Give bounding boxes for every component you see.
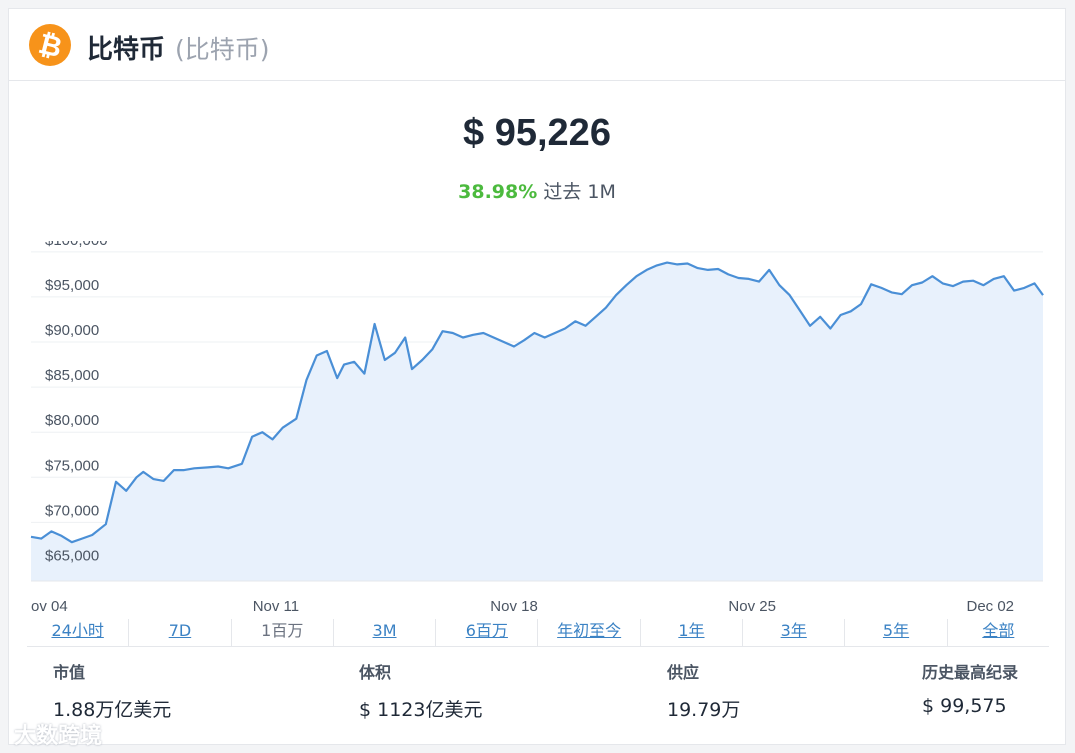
x-tick-label: Dec 02 <box>967 598 1015 615</box>
price-line <box>30 261 1044 544</box>
watermark: 大数跨境 <box>14 724 103 749</box>
stat-value: 1.88万亿美元 <box>53 699 172 721</box>
range-option[interactable]: 3年 <box>743 619 846 646</box>
stat-value: $ 99,575 <box>922 695 1007 717</box>
y-tick-label: $80,000 <box>45 412 99 429</box>
range-option[interactable]: 7D <box>129 619 232 646</box>
y-tick-label: $75,000 <box>45 457 99 474</box>
y-tick-label: $100,000 <box>45 241 108 249</box>
time-range-selector: 24小时 7D 1百万 3M 6百万 年初至今 1年 3年 5年 全部 <box>27 619 1049 647</box>
range-option[interactable]: 1年 <box>641 619 744 646</box>
y-tick-label: $90,000 <box>45 322 99 339</box>
stat-label: 历史最高纪录 <box>922 663 1019 682</box>
stat-value: $ 1123亿美元 <box>359 699 483 721</box>
current-price: $ 95,226 <box>463 112 611 154</box>
price-change: 38.98% 过去 1M <box>9 177 1065 204</box>
stat-market-cap: 市值 1.88万亿美元 <box>53 659 171 722</box>
y-tick-label: $70,000 <box>45 502 99 519</box>
coin-subtitle: (比特币) <box>175 35 270 64</box>
x-tick-label: Nov 11 <box>253 598 299 615</box>
range-option[interactable]: 1百万 <box>232 619 334 646</box>
range-option[interactable]: 3M <box>334 619 437 646</box>
y-tick-label: $85,000 <box>45 367 99 384</box>
coin-card: ₿ 比特币 (比特币) $ 95,226 38.98% 过去 1M $100,0… <box>8 8 1066 745</box>
range-option[interactable]: 年初至今 <box>538 619 641 646</box>
coin-name: 比特币 <box>87 35 166 65</box>
bitcoin-icon: ₿ <box>29 24 71 66</box>
stat-label: 体积 <box>359 663 392 682</box>
x-tick-label: Nov 18 <box>490 598 538 615</box>
range-option[interactable]: 6百万 <box>436 619 539 646</box>
stat-all-time-high: 历史最高纪录 $ 99,575 <box>922 659 1018 717</box>
y-tick-label: $65,000 <box>45 547 99 564</box>
price-chart[interactable]: $100,000 $95,000 $90,000 $85,000 $80,000 $75,… <box>9 241 1067 619</box>
x-tick-label: Nov 25 <box>728 598 776 615</box>
stat-volume: 体积 $ 1123亿美元 <box>359 659 482 722</box>
range-option[interactable]: 24小时 <box>27 619 130 646</box>
change-period: 过去 1M <box>543 181 616 203</box>
stat-value: 19.79万 <box>667 699 741 721</box>
price-area <box>31 262 1043 581</box>
change-percent: 38.98% <box>458 181 538 203</box>
y-tick-label: $95,000 <box>45 277 99 294</box>
x-tick-label: ov 04 <box>31 598 68 615</box>
range-option[interactable]: 全部 <box>982 621 1015 640</box>
stat-supply: 供应 19.79万 <box>667 659 740 722</box>
range-option[interactable]: 5年 <box>845 619 948 646</box>
stat-label: 供应 <box>667 663 700 682</box>
coin-header: ₿ 比特币 (比特币) <box>9 9 1065 81</box>
stat-label: 市值 <box>53 663 86 682</box>
